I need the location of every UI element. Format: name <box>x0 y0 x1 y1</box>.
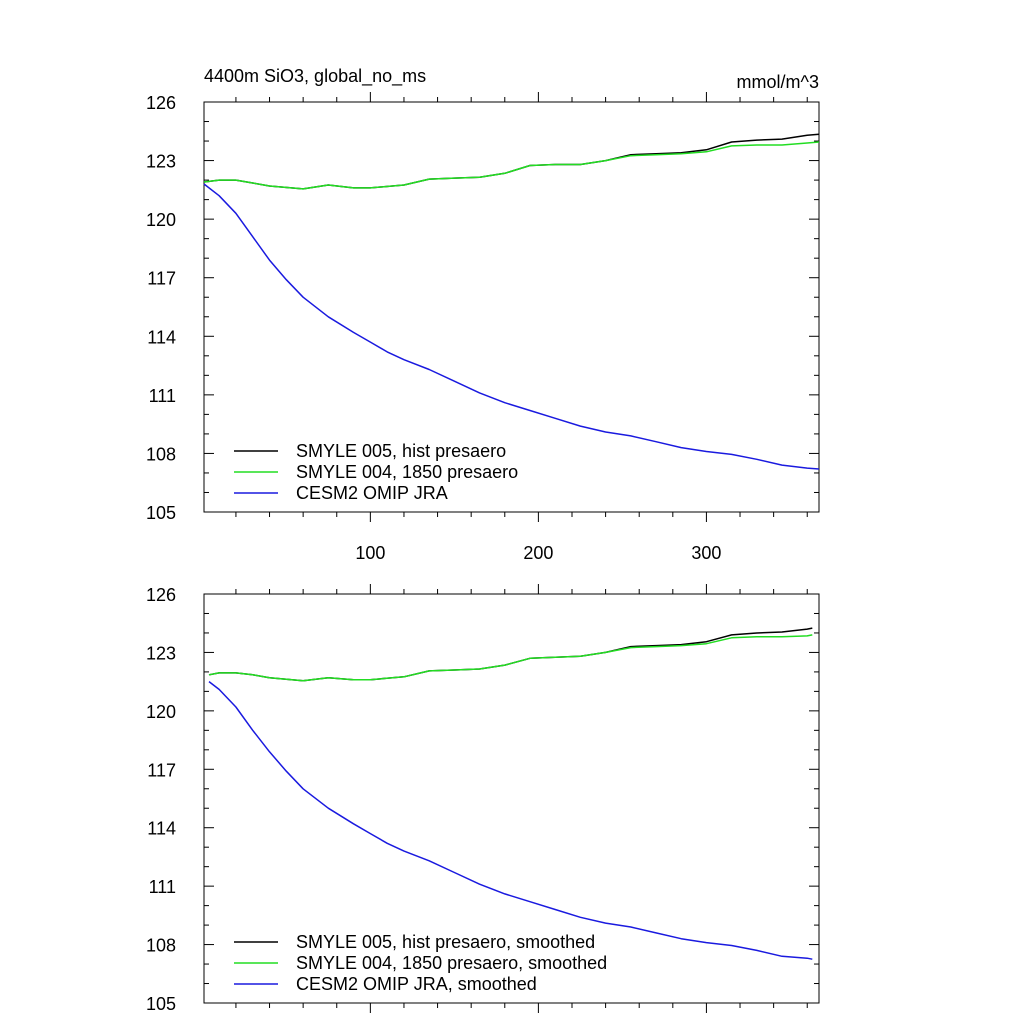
legend-label: CESM2 OMIP JRA, smoothed <box>296 974 537 994</box>
y-tick-label: 114 <box>147 327 176 347</box>
series-line-2 <box>203 141 820 190</box>
chart-panel-1: 105 108 111 114 117 120 123 126 100 200 300 4400m S… <box>146 66 820 563</box>
y-tick-label: 120 <box>146 702 176 722</box>
y-tick-label: 117 <box>147 760 176 780</box>
plot-frame <box>203 101 820 513</box>
y-tick-label: 108 <box>146 444 176 464</box>
y-tick-label: 123 <box>146 152 176 172</box>
plot-frame <box>203 593 820 1004</box>
legend-label: SMYLE 004, 1850 presaero <box>296 462 518 482</box>
series-line-2 <box>208 634 813 682</box>
y-tick-label: 105 <box>146 503 176 523</box>
y-tick-label: 105 <box>146 994 176 1014</box>
series-line-3 <box>203 183 820 470</box>
legend-label: SMYLE 005, hist presaero, smoothed <box>296 932 595 952</box>
series-line-3 <box>208 681 813 960</box>
x-tick-label: 100 <box>355 543 385 563</box>
y-tick-label: 117 <box>147 269 176 289</box>
legend-label: SMYLE 004, 1850 presaero, smoothed <box>296 953 607 973</box>
series-line-1 <box>208 627 813 682</box>
y-tick-label: 111 <box>149 386 176 406</box>
y-tick-label: 114 <box>147 819 176 839</box>
chart-title: 4400m SiO3, global_no_ms <box>204 66 426 87</box>
series-line-1 <box>203 133 820 190</box>
units-label: mmol/m^3 <box>737 72 819 92</box>
x-tick-label: 200 <box>523 543 553 563</box>
x-tick-label: 300 <box>691 543 721 563</box>
y-tick-label: 108 <box>146 936 176 956</box>
legend-label: CESM2 OMIP JRA <box>296 483 448 503</box>
y-tick-label: 126 <box>146 93 176 113</box>
chart-panel-2: 105 108 111 114 117 120 123 126 SMYLE 005, hist … <box>146 584 820 1014</box>
legend-label: SMYLE 005, hist presaero <box>296 441 506 461</box>
y-tick-label: 123 <box>146 643 176 663</box>
y-tick-label: 111 <box>149 877 176 897</box>
y-tick-label: 126 <box>146 585 176 605</box>
y-tick-label: 120 <box>146 210 176 230</box>
